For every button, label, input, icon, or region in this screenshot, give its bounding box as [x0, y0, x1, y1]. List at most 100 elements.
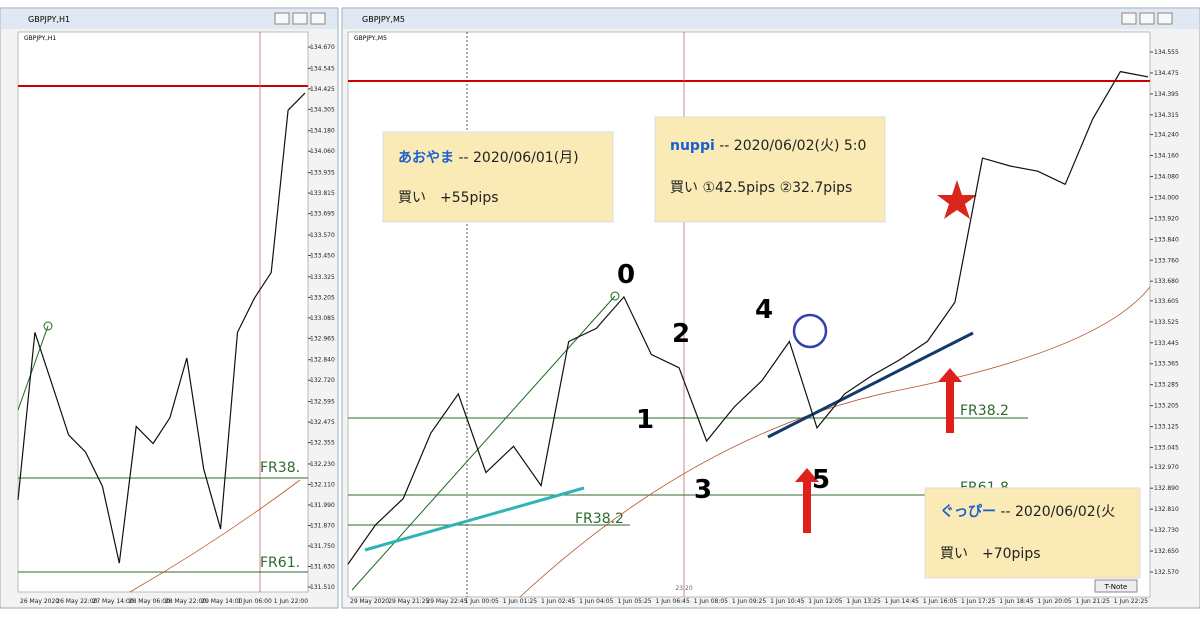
x-tick-label: 1 Jun 05:25 — [617, 598, 651, 605]
y-tick-label: 132.810 — [1154, 506, 1179, 513]
x-tick-label: 26 May 2020 — [20, 598, 59, 605]
y-tick-label: 132.890 — [1154, 485, 1179, 492]
y-tick-label: 132.570 — [1154, 569, 1179, 576]
x-tick-label: 1 Jun 22:00 — [274, 598, 308, 605]
note-author: あおやま — [398, 150, 454, 166]
x-tick-label: 1 Jun 02:45 — [541, 598, 575, 605]
x-tick-label: 26 May 22:00 — [56, 598, 97, 605]
note-trade: 買い ①42.5pips ②32.7pips — [670, 180, 852, 196]
button-label[interactable]: T-Note — [1104, 583, 1128, 591]
price-path — [17, 92, 306, 564]
star — [937, 180, 977, 219]
x-tick-label: 1 Jun 01:25 — [503, 598, 537, 605]
y-tick-label: 134.475 — [1154, 70, 1179, 77]
y-tick-label: 133.605 — [1154, 298, 1179, 305]
window-title: GBPJPY,H1 — [28, 15, 70, 24]
highlight-circle — [792, 313, 828, 349]
y-tick-label: 133.760 — [1154, 257, 1179, 264]
y-tick-label: 133.920 — [1154, 215, 1179, 222]
y-tick-label: 131.990 — [310, 502, 335, 509]
y-tick-label: 132.475 — [310, 419, 335, 426]
window-buttons[interactable] — [274, 12, 326, 25]
moving-average — [129, 479, 301, 593]
y-tick-label: 134.670 — [310, 44, 335, 51]
y-tick-label: 132.965 — [310, 335, 335, 342]
y-tick-label: 132.730 — [1154, 527, 1179, 534]
wave-label: 3 — [694, 475, 712, 505]
x-tick-label: 1 Jun 10:45 — [770, 598, 804, 605]
y-tick-label: 134.080 — [1154, 173, 1179, 180]
y-tick-label: 132.355 — [310, 440, 335, 447]
note-header: nuppi -- 2020/06/02(火) 5:0 — [670, 138, 866, 154]
y-tick-label: 132.720 — [310, 377, 335, 384]
note-date: -- 2020/06/01(月) — [454, 150, 579, 166]
note-trade: 買い +55pips — [398, 190, 499, 206]
y-tick-label: 133.365 — [1154, 361, 1179, 368]
title-bar — [343, 9, 1199, 29]
y-tick-label: 133.935 — [310, 170, 335, 177]
y-tick-label: 134.240 — [1154, 132, 1179, 139]
note: あおやま -- 2020/06/01(月) 買い +55pips — [382, 131, 614, 223]
x-tick-label: 1 Jun 14:45 — [885, 598, 919, 605]
y-tick-label: 131.870 — [310, 522, 335, 529]
t-note-button[interactable] — [1094, 579, 1138, 593]
trend-line — [767, 331, 974, 439]
y-tick-label: 134.160 — [1154, 152, 1179, 159]
x-tick-label: 29 May 2020 — [350, 598, 389, 605]
y-tick-label: 133.205 — [1154, 403, 1179, 410]
y-tick-label: 133.570 — [310, 232, 335, 239]
x-tick-label: 1 Jun 06:00 — [238, 598, 272, 605]
arrows — [795, 368, 962, 533]
note-date: -- 2020/06/02(火 — [996, 504, 1115, 520]
fib-label: FR38. — [260, 460, 300, 476]
wave-label: 5 — [812, 465, 830, 495]
y-tick-label: 134.425 — [310, 86, 335, 93]
x-tick-label: 1 Jun 18:45 — [999, 598, 1033, 605]
y-tick-label: 132.970 — [1154, 464, 1179, 471]
note-header: ぐっぴー -- 2020/06/02(火 — [940, 504, 1115, 520]
y-tick-label: 133.680 — [1154, 278, 1179, 285]
y-tick-label: 134.060 — [310, 148, 335, 155]
symbol-label: GBPJPY.,M5 — [354, 35, 387, 42]
note-trade: 買い +70pips — [940, 546, 1041, 562]
y-tick-label: 133.840 — [1154, 236, 1179, 243]
x-tick-label: 28 May 06:00 — [129, 598, 170, 605]
x-tick-label: 27 May 14:00 — [93, 598, 134, 605]
x-tick-label: 1 Jun 22:25 — [1114, 598, 1148, 605]
wave-label: 1 — [636, 405, 654, 435]
y-tick-label: 132.650 — [1154, 548, 1179, 555]
y-tick-label: 131.630 — [310, 563, 335, 570]
y-tick-label: 132.230 — [310, 461, 335, 468]
y-tick-label: 131.750 — [310, 543, 335, 550]
y-tick-label: 133.450 — [310, 252, 335, 259]
note: ぐっぴー -- 2020/06/02(火 買い +70pips — [924, 487, 1141, 579]
x-tick-label: 1 Jun 00:05 — [465, 598, 499, 605]
time-marker: 23:20 — [675, 585, 692, 592]
x-tick-label: 1 Jun 13:25 — [846, 598, 880, 605]
y-tick-label: 132.595 — [310, 399, 335, 406]
x-tick-label: 1 Jun 09:25 — [732, 598, 766, 605]
y-tick-label: 132.840 — [310, 357, 335, 364]
fib-label: FR38.2 — [960, 403, 1009, 419]
moving-average — [519, 286, 1151, 598]
x-tick-label: 1 Jun 04:05 — [579, 598, 613, 605]
y-tick-label: 134.555 — [1154, 49, 1179, 56]
window-title: GBPJPY,M5 — [362, 15, 405, 24]
window-buttons[interactable] — [1121, 12, 1173, 25]
symbol-label: GBPJPY.,H1 — [24, 35, 56, 42]
y-tick-label: 133.325 — [310, 274, 335, 281]
x-tick-label: 29 May 14:00 — [201, 598, 242, 605]
y-tick-label: 132.110 — [310, 481, 335, 488]
y-tick-label: 133.205 — [310, 294, 335, 301]
title-bar — [1, 9, 337, 29]
x-tick-label: 28 May 22:00 — [165, 598, 206, 605]
y-tick-label: 133.695 — [310, 211, 335, 218]
note-header: あおやま -- 2020/06/01(月) — [398, 150, 579, 166]
y-tick-label: 131.510 — [310, 584, 335, 591]
y-tick-label: 133.085 — [310, 315, 335, 322]
x-tick-label: 1 Jun 08:05 — [694, 598, 728, 605]
y-tick-label: 133.125 — [1154, 424, 1179, 431]
wave-label: 2 — [672, 319, 690, 349]
y-tick-label: 133.525 — [1154, 319, 1179, 326]
